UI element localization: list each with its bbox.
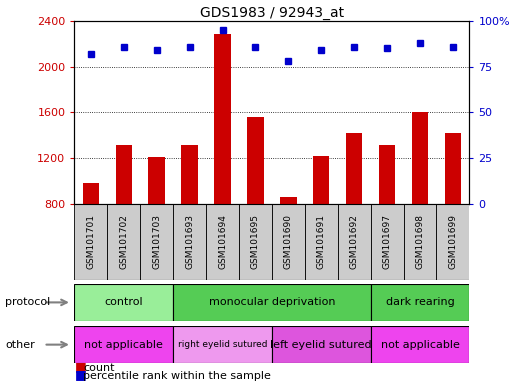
- Bar: [412, 112, 428, 204]
- Bar: [239, 204, 272, 280]
- Text: not applicable: not applicable: [381, 339, 460, 350]
- Bar: [206, 204, 239, 280]
- Bar: [140, 204, 173, 280]
- Bar: [313, 156, 329, 204]
- Bar: [305, 204, 338, 280]
- Text: GSM101699: GSM101699: [448, 214, 458, 270]
- Text: ■: ■: [74, 368, 86, 381]
- Text: GSM101694: GSM101694: [218, 215, 227, 269]
- Bar: [74, 284, 173, 321]
- Bar: [115, 146, 132, 204]
- Bar: [74, 326, 173, 363]
- Text: GSM101692: GSM101692: [350, 215, 359, 269]
- Text: ■: ■: [74, 360, 86, 373]
- Bar: [173, 284, 370, 321]
- Text: GSM101691: GSM101691: [317, 214, 326, 270]
- Text: right eyelid sutured: right eyelid sutured: [178, 340, 267, 349]
- Bar: [148, 157, 165, 204]
- Text: GSM101697: GSM101697: [383, 214, 391, 270]
- Bar: [74, 204, 107, 280]
- Text: GSM101690: GSM101690: [284, 214, 293, 270]
- Text: other: other: [5, 339, 35, 350]
- Bar: [404, 204, 437, 280]
- Bar: [247, 117, 264, 204]
- Text: GSM101702: GSM101702: [119, 215, 128, 269]
- Bar: [272, 326, 370, 363]
- Bar: [107, 204, 140, 280]
- Text: left eyelid sutured: left eyelid sutured: [270, 339, 372, 350]
- Text: protocol: protocol: [5, 297, 50, 308]
- Bar: [272, 204, 305, 280]
- Bar: [182, 146, 198, 204]
- Bar: [370, 204, 404, 280]
- Bar: [173, 326, 272, 363]
- Bar: [445, 133, 461, 204]
- Text: percentile rank within the sample: percentile rank within the sample: [83, 371, 271, 381]
- Text: GSM101693: GSM101693: [185, 214, 194, 270]
- Text: dark rearing: dark rearing: [386, 297, 455, 308]
- Bar: [437, 204, 469, 280]
- Text: not applicable: not applicable: [84, 339, 163, 350]
- Text: GSM101701: GSM101701: [86, 214, 95, 270]
- Bar: [83, 183, 99, 204]
- Title: GDS1983 / 92943_at: GDS1983 / 92943_at: [200, 6, 344, 20]
- Bar: [379, 146, 396, 204]
- Text: monocular deprivation: monocular deprivation: [209, 297, 335, 308]
- Text: GSM101695: GSM101695: [251, 214, 260, 270]
- Bar: [370, 326, 469, 363]
- Bar: [214, 34, 231, 204]
- Text: GSM101703: GSM101703: [152, 214, 161, 270]
- Text: count: count: [83, 363, 114, 373]
- Bar: [346, 133, 362, 204]
- Bar: [370, 284, 469, 321]
- Bar: [173, 204, 206, 280]
- Bar: [280, 197, 297, 204]
- Bar: [338, 204, 370, 280]
- Text: control: control: [105, 297, 143, 308]
- Text: GSM101698: GSM101698: [416, 214, 425, 270]
